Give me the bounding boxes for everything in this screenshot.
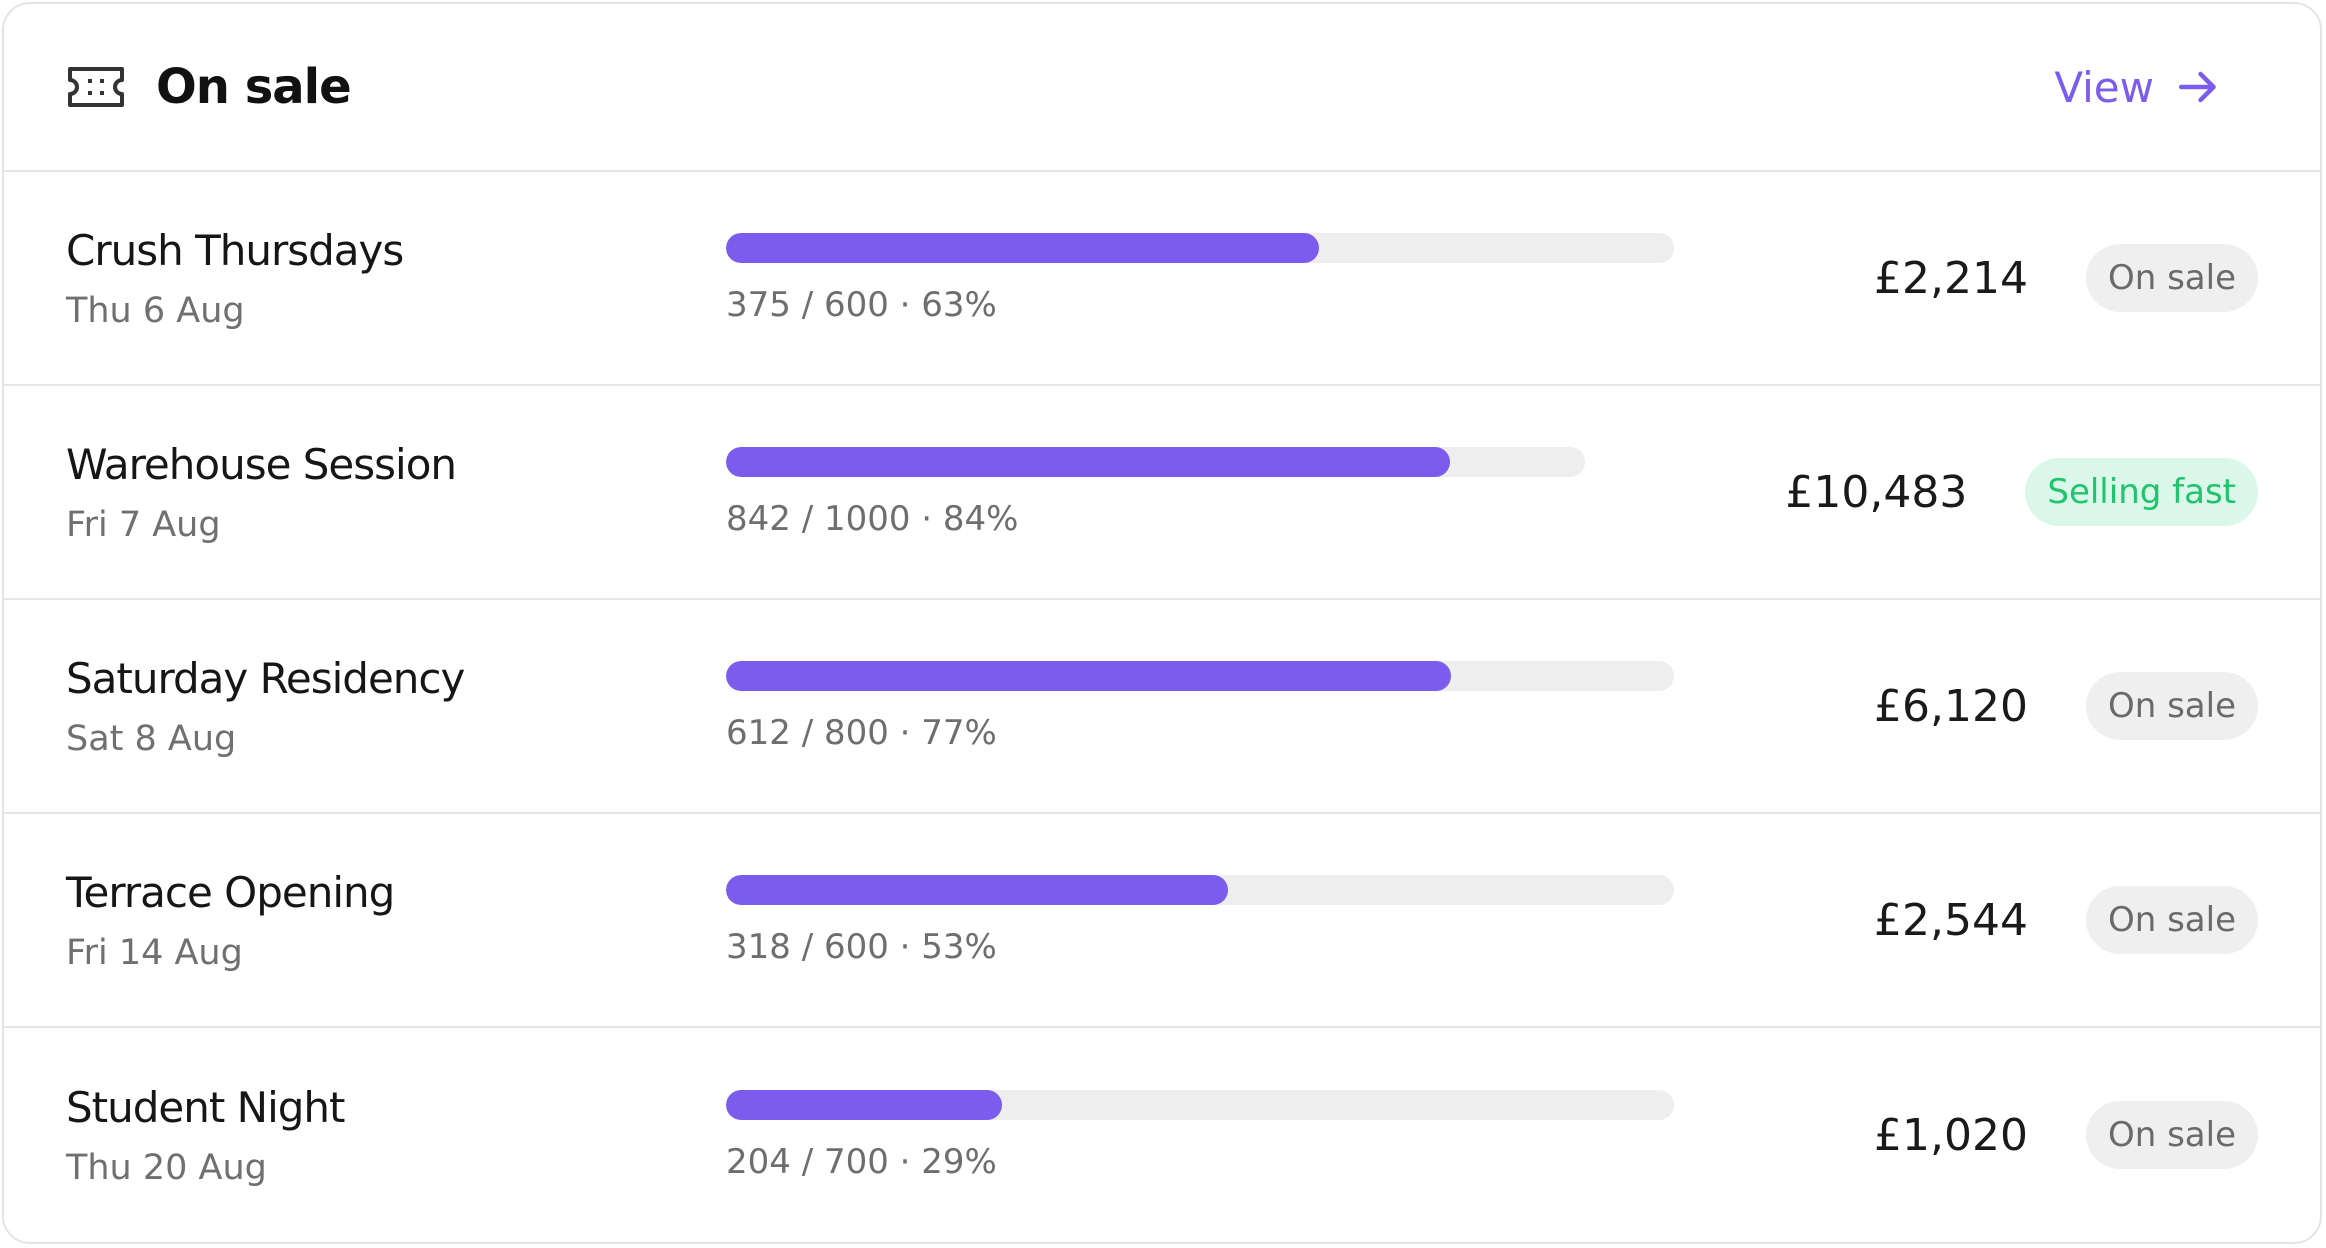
revenue: £2,214: [1874, 252, 2028, 304]
event-summary: £10,483 Selling fast: [1785, 458, 2258, 526]
progress-bar: [726, 447, 1450, 477]
progress-label: 318 / 600 · 53%: [726, 927, 997, 967]
revenue: £6,120: [1874, 680, 2028, 732]
view-link[interactable]: View: [2054, 63, 2258, 112]
event-info: Saturday Residency Sat 8 Aug: [66, 654, 726, 759]
event-name: Warehouse Session: [66, 439, 457, 489]
progress-bar: [726, 233, 1319, 263]
view-link-text[interactable]: View: [2054, 62, 2154, 112]
sales-progress: 204 / 700 · 29%: [726, 1088, 1674, 1182]
sales-progress: 318 / 600 · 53%: [726, 873, 1674, 967]
arrow-icon[interactable]: [2168, 65, 2228, 109]
revenue: £10,483: [1785, 466, 1968, 518]
event-row[interactable]: Terrace Opening Fri 14 Aug 318 / 600 · 53%…: [4, 814, 2320, 1028]
event-name: Terrace Opening: [66, 867, 395, 917]
event-row[interactable]: Student Night Thu 20 Aug 204 / 700 · 29% £1…: [4, 1028, 2320, 1242]
progress-label: 375 / 600 · 63%: [726, 285, 997, 325]
sales-progress: 842 / 1000 · 84%: [726, 445, 1586, 539]
event-info: Warehouse Session Fri 7 Aug: [66, 440, 726, 545]
event-name: Crush Thursdays: [66, 225, 404, 275]
progress-track: [726, 661, 1674, 691]
card-header: On sale View: [4, 4, 2320, 172]
progress-track: [726, 447, 1586, 477]
card-title: On sale: [156, 59, 352, 115]
event-name: Student Night: [66, 1082, 346, 1132]
revenue: £1,020: [1874, 1109, 2028, 1161]
event-row[interactable]: Saturday Residency Sat 8 Aug 612 / 800 · 7…: [4, 600, 2320, 814]
status-badge: On sale: [2085, 886, 2258, 954]
event-date: Thu 6 Aug: [66, 290, 245, 331]
progress-track: [726, 233, 1674, 263]
ticket-icon: [68, 67, 124, 107]
event-date: Sat 8 Aug: [66, 718, 237, 759]
status-badge: On sale: [2085, 1101, 2258, 1169]
event-name: Saturday Residency: [66, 653, 465, 703]
event-summary: £1,020 On sale: [1874, 1101, 2258, 1169]
event-row[interactable]: Crush Thursdays Thu 6 Aug 375 / 600 · 63% £…: [4, 172, 2320, 386]
progress-label: 612 / 800 · 77%: [726, 713, 997, 753]
sales-progress: 612 / 800 · 77%: [726, 659, 1674, 753]
event-list: Crush Thursdays Thu 6 Aug 375 / 600 · 63% £…: [4, 172, 2320, 1242]
event-summary: £6,120 On sale: [1874, 672, 2258, 740]
event-date: Fri 7 Aug: [66, 504, 221, 545]
sales-progress: 375 / 600 · 63%: [726, 231, 1674, 325]
progress-bar: [726, 661, 1452, 691]
event-summary: £2,214 On sale: [1874, 244, 2258, 312]
progress-track: [726, 1090, 1674, 1120]
event-row[interactable]: Warehouse Session Fri 7 Aug 842 / 1000 · 8…: [4, 386, 2320, 600]
progress-label: 842 / 1000 · 84%: [726, 499, 1019, 539]
event-info: Crush Thursdays Thu 6 Aug: [66, 226, 726, 331]
revenue: £2,544: [1874, 894, 2028, 946]
progress-label: 204 / 700 · 29%: [726, 1142, 997, 1182]
progress-bar: [726, 1090, 1003, 1120]
status-badge: On sale: [2085, 244, 2258, 312]
progress-track: [726, 875, 1674, 905]
event-info: Student Night Thu 20 Aug: [66, 1083, 726, 1188]
event-info: Terrace Opening Fri 14 Aug: [66, 868, 726, 973]
event-summary: £2,544 On sale: [1874, 886, 2258, 954]
progress-bar: [726, 875, 1229, 905]
status-badge: On sale: [2085, 672, 2258, 740]
status-badge: Selling fast: [2025, 458, 2258, 526]
event-date: Fri 14 Aug: [66, 932, 243, 973]
event-date: Thu 20 Aug: [66, 1147, 267, 1188]
